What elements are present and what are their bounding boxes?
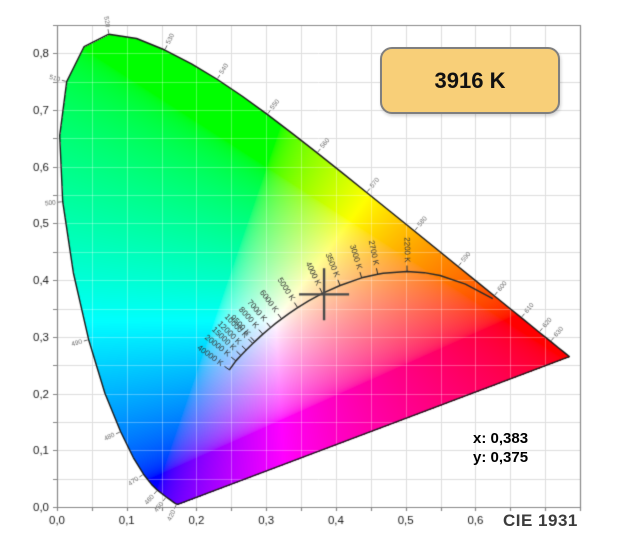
cct-badge-label: 3916 K <box>434 67 506 93</box>
readout-y-value: y: 0,375 <box>473 449 529 466</box>
diagram-caption: CIE 1931 <box>503 511 578 530</box>
readout-x-value: x: 0,383 <box>473 430 529 447</box>
xy-readout: x: 0,383 y: 0,375 <box>473 429 528 467</box>
cct-badge: 3916 K <box>380 47 560 114</box>
